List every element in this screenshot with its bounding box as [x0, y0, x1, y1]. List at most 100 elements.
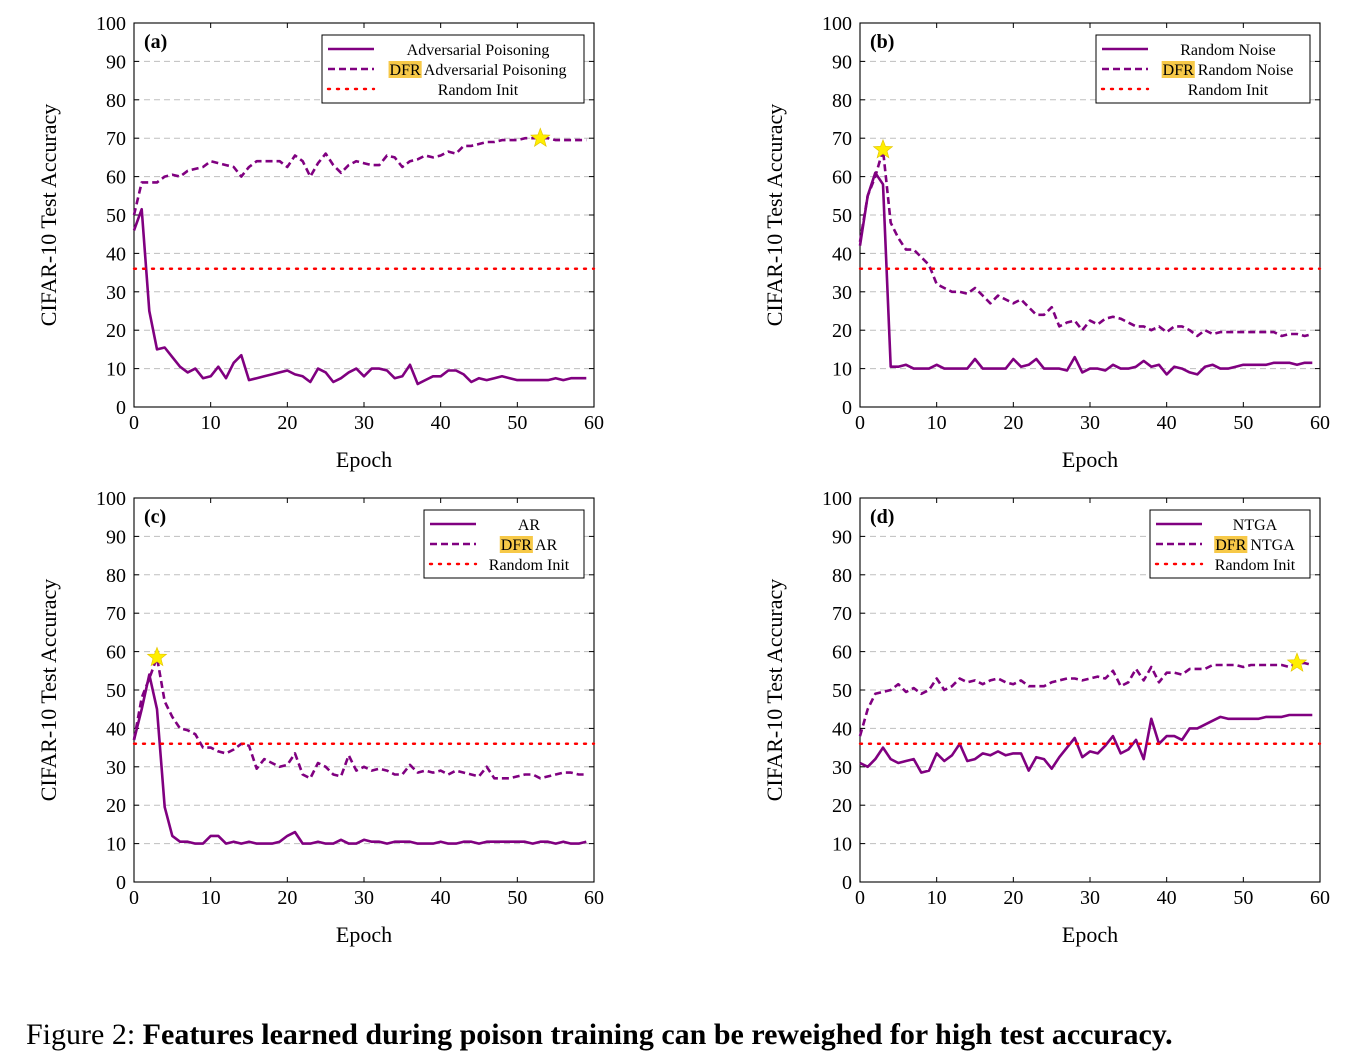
- y-tick-label: 80: [832, 565, 852, 587]
- chart-panel-3: 0 10 20 30 40 50 60 70 80 90 100 0 10 20 30 40 50 60 Epoch…: [762, 488, 1330, 947]
- y-tick-label: 10: [106, 834, 126, 856]
- y-tick-label: 20: [832, 795, 852, 817]
- y-tick-label: 100: [822, 13, 852, 35]
- y-tick-label: 60: [832, 167, 852, 189]
- legend-label: Random Noise: [1180, 42, 1276, 59]
- y-tick-label: 70: [106, 128, 126, 150]
- panel-label: (b): [870, 31, 894, 53]
- x-tick-label: 20: [277, 412, 297, 434]
- y-tick-label: 70: [832, 603, 852, 625]
- y-tick-label: 100: [96, 488, 126, 510]
- series-poison-line: [132, 673, 587, 845]
- legend-box: [1149, 509, 1311, 579]
- y-tick-label: 20: [832, 320, 852, 342]
- legend-label-rest: Adversarial Poisoning: [421, 62, 567, 79]
- y-tick-label: 100: [822, 488, 852, 510]
- y-tick-label: 0: [842, 397, 852, 419]
- dfr-highlight: [499, 536, 533, 553]
- y-tick-label: 0: [842, 872, 852, 894]
- panel-label: (c): [144, 506, 166, 528]
- x-tick-label: 0: [855, 887, 865, 909]
- legend-label: AR: [518, 517, 541, 534]
- x-tick-label: 60: [584, 412, 604, 434]
- y-tick-label: 40: [832, 243, 852, 265]
- panel-label: (a): [144, 31, 167, 53]
- y-tick-label: 30: [106, 282, 126, 304]
- x-tick-label: 10: [927, 887, 947, 909]
- x-tick-label: 0: [129, 412, 139, 434]
- y-tick-label: 50: [106, 680, 126, 702]
- series-dfr-line: [132, 136, 587, 216]
- chart-panel-2: 0 10 20 30 40 50 60 70 80 90 100 0 10 20 30 40 50 60 Epoch…: [36, 488, 604, 947]
- y-tick-label: 60: [106, 642, 126, 664]
- y-tick-label: 60: [832, 642, 852, 664]
- legend-label: Adversarial Poisoning: [407, 42, 550, 59]
- x-tick-label: 30: [354, 887, 374, 909]
- legend-label-rest: NTGA: [1246, 537, 1295, 554]
- y-tick-label: 90: [106, 51, 126, 73]
- x-tick-label: 0: [129, 887, 139, 909]
- legend-dfr-prefix: DFR: [1163, 62, 1194, 79]
- x-tick-label: 60: [1310, 887, 1330, 909]
- dfr-highlight: [1161, 61, 1195, 78]
- y-tick-label: 40: [106, 243, 126, 265]
- x-axis-label: Epoch: [1062, 447, 1118, 472]
- y-tick-label: 50: [832, 205, 852, 227]
- chart-panel-0: 0 10 20 30 40 50 60 70 80 90 100 0 10 20 30 40 50 60 Epoch…: [36, 13, 604, 472]
- legend-label: DFR Random Noise: [1163, 62, 1294, 79]
- legend-label: Random Init: [1188, 82, 1269, 99]
- x-tick-label: 20: [1003, 412, 1023, 434]
- y-tick-label: 90: [106, 526, 126, 548]
- x-tick-label: 40: [431, 412, 451, 434]
- caption-prefix: Figure 2:: [26, 1018, 143, 1051]
- legend-label-rest: Random Noise: [1194, 62, 1294, 79]
- x-tick-label: 20: [277, 887, 297, 909]
- y-tick-label: 60: [106, 167, 126, 189]
- legend-box: [321, 34, 585, 104]
- y-tick-label: 80: [106, 90, 126, 112]
- y-tick-label: 70: [106, 603, 126, 625]
- x-tick-label: 60: [1310, 412, 1330, 434]
- x-tick-label: 10: [201, 887, 221, 909]
- y-axis-label: CIFAR-10 Test Accuracy: [36, 579, 61, 802]
- x-tick-label: 40: [431, 887, 451, 909]
- x-tick-label: 40: [1157, 412, 1177, 434]
- y-tick-label: 20: [106, 795, 126, 817]
- x-tick-label: 60: [584, 887, 604, 909]
- series-dfr-line: [858, 148, 1313, 338]
- y-tick-label: 50: [106, 205, 126, 227]
- legend-box: [1095, 34, 1311, 104]
- y-tick-label: 50: [832, 680, 852, 702]
- series-dfr-line: [132, 656, 587, 780]
- y-axis-label: CIFAR-10 Test Accuracy: [36, 104, 61, 327]
- y-tick-label: 90: [832, 51, 852, 73]
- caption-bold: Features learned during poison training …: [142, 1018, 1173, 1051]
- y-tick-label: 0: [116, 872, 126, 894]
- legend-label: DFR NTGA: [1215, 537, 1295, 554]
- star-marker: [146, 646, 168, 667]
- legend-dfr-prefix: DFR: [501, 537, 532, 554]
- x-tick-label: 30: [1080, 412, 1100, 434]
- y-tick-label: 40: [106, 718, 126, 740]
- y-tick-label: 10: [832, 359, 852, 381]
- x-tick-label: 50: [1233, 412, 1253, 434]
- y-tick-label: 100: [96, 13, 126, 35]
- star-marker: [1286, 652, 1308, 672]
- star-marker: [529, 127, 551, 147]
- x-tick-label: 30: [354, 412, 374, 434]
- legend-label-rest: AR: [532, 537, 558, 554]
- legend-label: DFR Adversarial Poisoning: [390, 62, 567, 79]
- y-tick-label: 0: [116, 397, 126, 419]
- x-tick-label: 10: [927, 412, 947, 434]
- legend-label: Random Init: [489, 557, 570, 574]
- panel-label: (d): [870, 506, 894, 528]
- legend-label: Random Init: [438, 82, 519, 99]
- dfr-highlight: [1214, 536, 1248, 553]
- x-tick-label: 40: [1157, 887, 1177, 909]
- x-axis-label: Epoch: [1062, 922, 1118, 947]
- figure-caption: Figure 2: Features learned during poison…: [26, 1018, 1346, 1052]
- x-tick-label: 50: [507, 887, 527, 909]
- star-marker: [872, 138, 894, 159]
- y-tick-label: 20: [106, 320, 126, 342]
